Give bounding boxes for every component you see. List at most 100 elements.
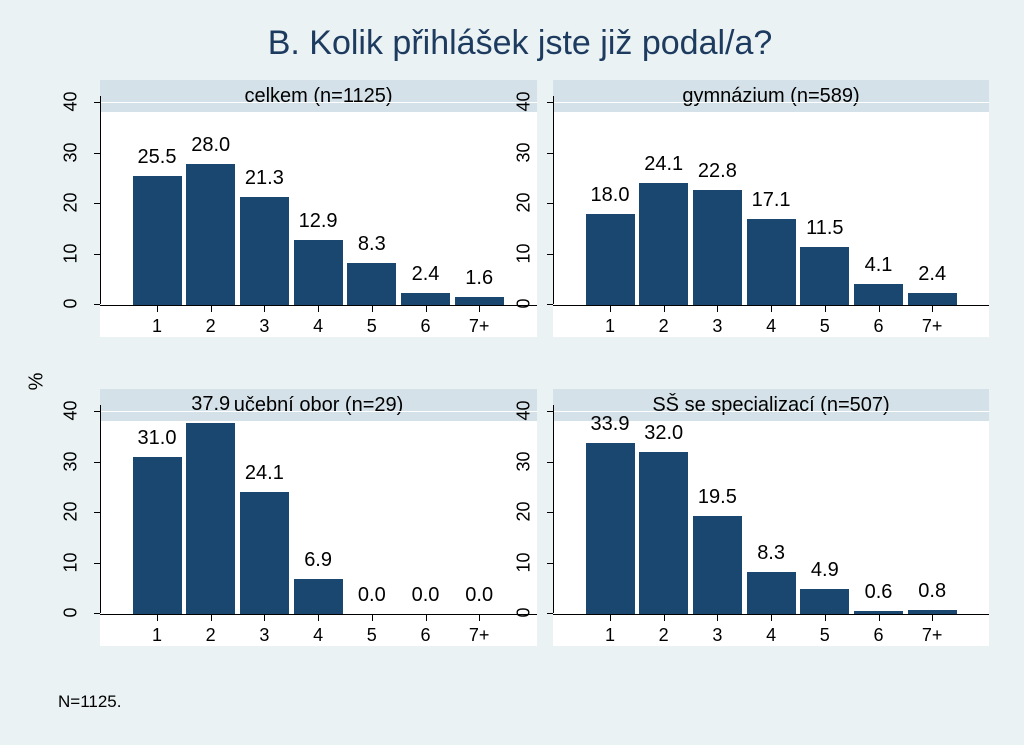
x-tick	[771, 306, 773, 312]
x-tick	[264, 615, 266, 621]
y-tick-label: 10	[513, 551, 534, 573]
x-tick-label: 7+	[921, 625, 943, 645]
chart-panel-2: gymnázium (n=589) 0 10 20 30 40 18.0 1 24.1 2 22.8…	[514, 80, 989, 342]
bar	[907, 292, 957, 305]
gridline	[553, 203, 989, 204]
x-tick-label: 4	[766, 625, 777, 645]
y-tick	[547, 562, 553, 564]
x-tick	[610, 306, 611, 312]
x-tick-label: 1	[151, 316, 162, 336]
gridline	[553, 512, 989, 513]
panel-title: gymnázium (n=589)	[553, 80, 989, 112]
bar-value-label: 11.5	[806, 216, 844, 239]
gridline	[553, 562, 989, 564]
y-tick-label: 40	[60, 400, 81, 421]
y-axis-line	[553, 405, 554, 613]
bar-value-label: 0.0	[465, 584, 494, 606]
x-tick-label: 5	[366, 316, 377, 336]
y-tick	[547, 203, 553, 204]
x-tick	[717, 306, 719, 312]
x-axis-line	[553, 305, 989, 306]
x-tick-label: 2	[658, 625, 669, 645]
y-tick-label: 10	[513, 242, 534, 264]
bar	[639, 452, 689, 614]
chart-title: B. Kolik přihlášek jste již podal/a?	[267, 24, 773, 62]
y-axis-title: %	[25, 372, 48, 391]
x-tick-label: 7+	[468, 625, 490, 645]
gridline	[100, 562, 537, 564]
bar-value-label: 17.1	[751, 188, 791, 211]
bar-value-label: 33.9	[590, 412, 630, 435]
bar-value-label: 0.0	[357, 584, 386, 606]
chart-panel-3: učební obor (n=29) 0 10 20 30 40 31.0 1 37.9 2 24.…	[61, 389, 537, 651]
bar-value-label: 4.1	[864, 254, 893, 277]
x-tick-label: 5	[366, 625, 377, 645]
x-tick	[425, 306, 427, 312]
bar	[132, 457, 182, 614]
bar	[347, 263, 397, 305]
x-tick	[264, 306, 266, 312]
y-tick-label: 0	[513, 298, 534, 309]
x-tick	[479, 615, 481, 621]
x-tick-label: 1	[604, 316, 615, 336]
x-tick-label: 4	[313, 625, 324, 645]
x-tick	[425, 615, 427, 621]
x-tick-label: 3	[712, 625, 723, 645]
bar-value-label: 0.0	[411, 584, 440, 606]
x-tick	[318, 615, 320, 621]
bar	[186, 163, 236, 305]
bar-value-label: 21.3	[244, 167, 284, 190]
bar-value-label: 18.0	[590, 184, 630, 207]
x-tick-label: 6	[420, 625, 431, 645]
gridline	[100, 102, 537, 103]
y-tick	[94, 562, 100, 564]
y-axis-line	[100, 405, 101, 613]
x-axis-line	[553, 614, 989, 615]
bar	[746, 218, 796, 305]
x-tick	[932, 615, 934, 621]
bar	[692, 515, 742, 614]
gridline	[100, 203, 537, 204]
x-tick-label: 3	[259, 625, 270, 645]
x-tick	[771, 615, 773, 621]
y-tick-label: 40	[513, 91, 534, 112]
bar-value-label: 12.9	[298, 209, 338, 232]
x-tick	[878, 615, 880, 621]
bar	[800, 589, 850, 614]
bar-value-label: 24.1	[644, 153, 684, 176]
y-tick	[547, 102, 553, 103]
x-axis-line	[100, 614, 537, 615]
gridline	[553, 102, 989, 103]
x-tick	[210, 306, 212, 312]
bar	[907, 609, 957, 614]
bar	[854, 284, 903, 305]
x-tick	[157, 615, 158, 621]
bar	[293, 579, 343, 614]
bar	[585, 442, 635, 614]
x-tick-label: 4	[766, 316, 777, 336]
bar	[454, 296, 504, 305]
bar	[585, 214, 635, 305]
y-tick-label: 10	[60, 551, 81, 573]
x-tick-label: 7+	[921, 316, 943, 336]
y-tick-label: 20	[513, 192, 534, 213]
bar	[639, 183, 689, 305]
chart-panel-4: SŠ se specializací (n=507) 0 10 20 30 40 33.9 1…	[514, 389, 989, 651]
bar-value-label: 6.9	[304, 549, 332, 572]
x-tick-label: 7+	[468, 316, 490, 336]
bar	[800, 246, 850, 305]
bar	[854, 610, 903, 614]
x-tick-label: 5	[819, 316, 830, 336]
x-tick	[824, 615, 826, 621]
x-tick	[717, 615, 719, 621]
x-tick	[663, 306, 665, 312]
bar	[692, 189, 742, 305]
y-tick-label: 20	[513, 501, 534, 522]
x-tick	[371, 615, 373, 621]
x-tick-label: 4	[313, 316, 324, 336]
x-tick	[157, 306, 158, 312]
bar-value-label: 0.8	[918, 579, 947, 602]
gridline	[100, 411, 537, 412]
bar-value-label: 2.4	[411, 262, 440, 285]
gridline	[553, 152, 989, 154]
